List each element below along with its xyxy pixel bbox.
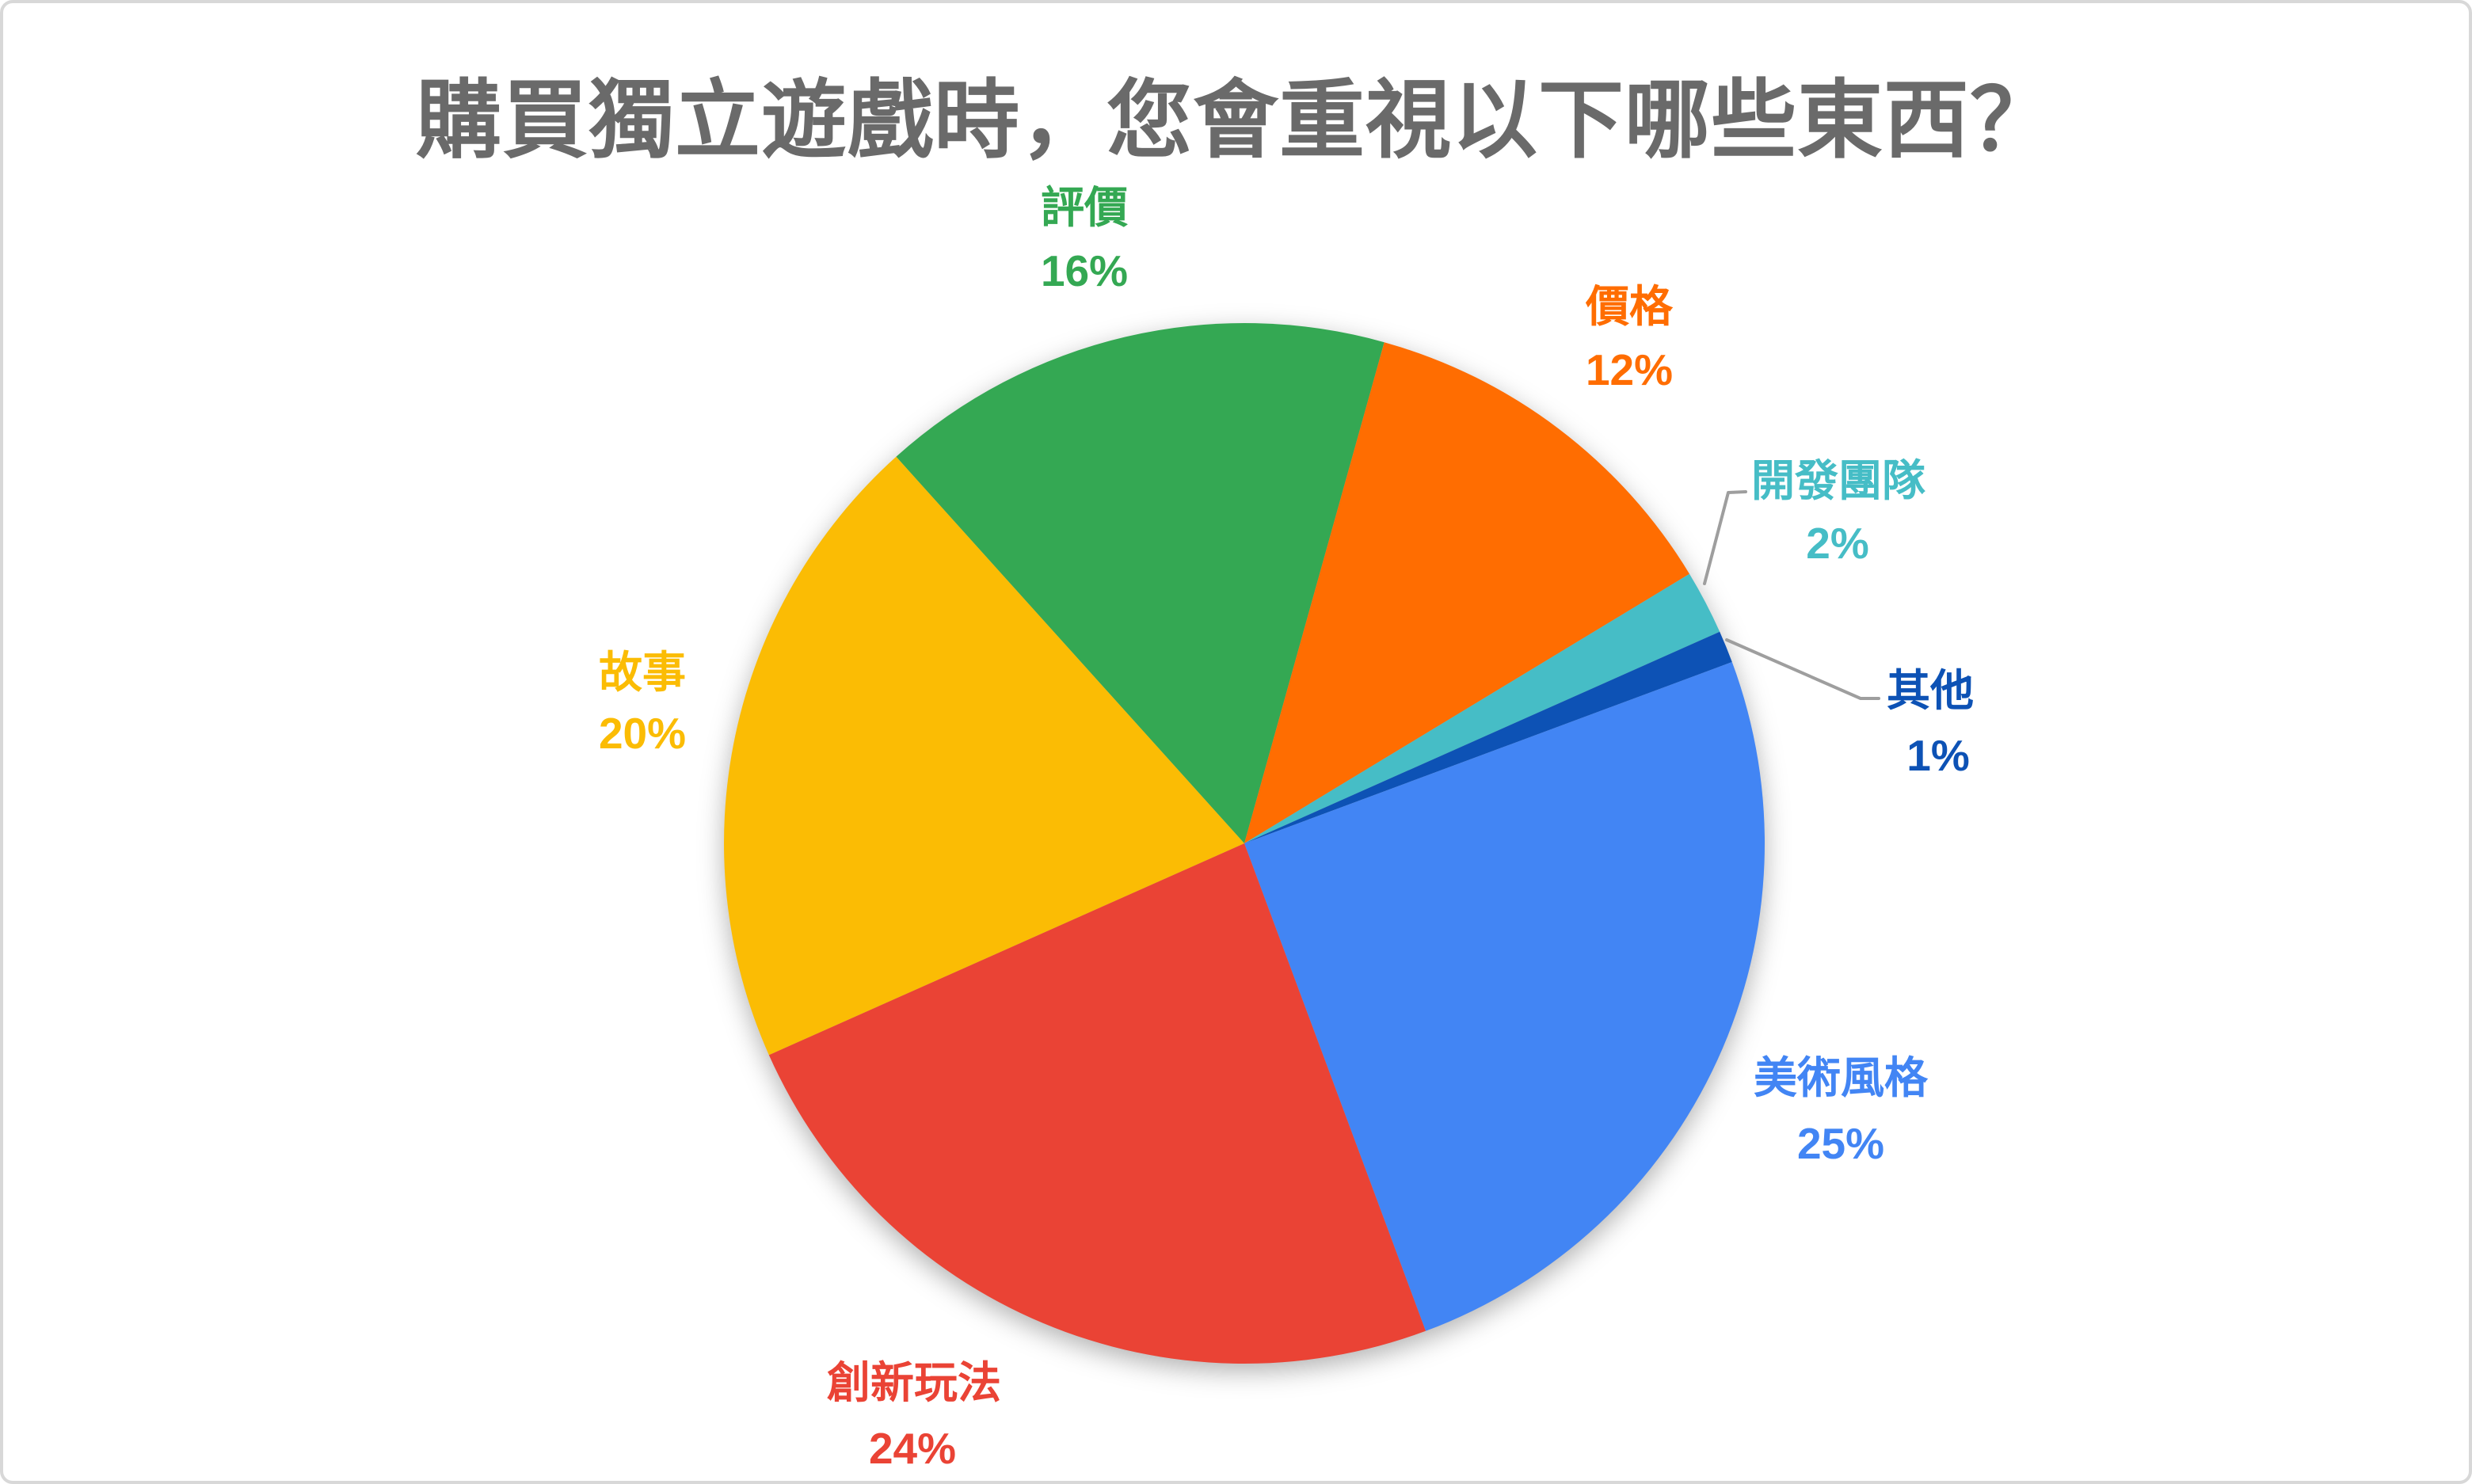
slice-value-price: 12%: [1586, 345, 1673, 394]
pie-slice-innovative-gameplay: [768, 843, 1426, 1364]
chart-title: 購買獨立遊戲時，您會重視以下哪些東西？: [415, 72, 2056, 168]
slice-value-other: 1%: [1906, 731, 1970, 780]
slice-labels-group: 評價 16% 價格 12% 開發團隊 2% 其他 1% 美術風格 25% 創新玩法 24% 故事 20%: [599, 183, 1974, 1473]
pie-slice-art-style: [1244, 662, 1765, 1331]
pie-slices-group: [724, 323, 1765, 1364]
slice-label-other: 其他: [1887, 666, 1974, 715]
slice-label-price: 價格: [1585, 282, 1674, 331]
pie-slice-price: [1244, 342, 1689, 843]
slice-label-dev-team: 開發團隊: [1751, 456, 1925, 505]
slice-label-story: 故事: [599, 648, 686, 697]
slice-label-reviews: 評價: [1041, 183, 1128, 232]
leader-line-other: [1725, 638, 1880, 700]
pie-slice-story: [724, 456, 1244, 1056]
pie-slice-reviews: [896, 323, 1385, 843]
slice-label-innovative-gameplay: 創新玩法: [827, 1358, 1001, 1407]
slice-value-story: 20%: [599, 709, 686, 758]
leader-lines-group: [1703, 490, 1880, 700]
slice-value-innovative-gameplay: 24%: [869, 1424, 956, 1473]
leader-line-dev-team: [1703, 490, 1747, 585]
pie-slice-other: [1244, 631, 1732, 843]
pie-slice-dev-team: [1244, 573, 1720, 843]
slice-label-art-style: 美術風格: [1754, 1053, 1929, 1102]
slice-value-dev-team: 2%: [1806, 519, 1869, 568]
slice-value-reviews: 16%: [1041, 246, 1128, 295]
slice-value-art-style: 25%: [1797, 1119, 1884, 1168]
pie-chart: 評價 16% 價格 12% 開發團隊 2% 其他 1% 美術風格 25% 創新玩法 24% 故事 20%: [599, 183, 1974, 1473]
